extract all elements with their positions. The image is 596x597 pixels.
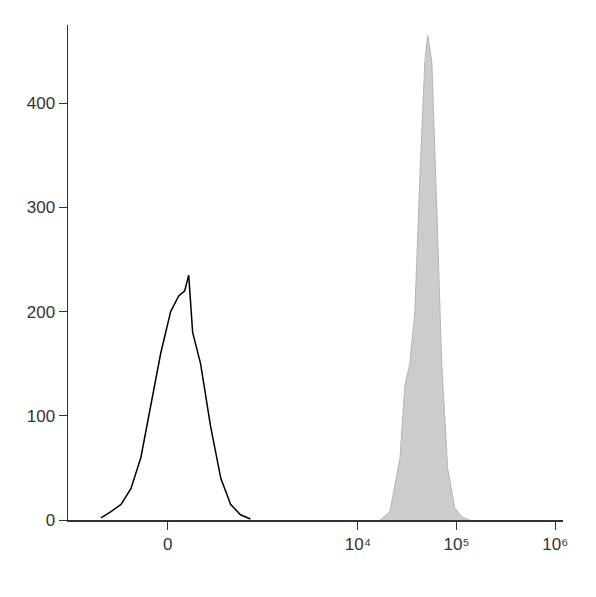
svg-text:0: 0 [163,535,172,554]
svg-text:200: 200 [27,303,55,322]
svg-text:10⁶: 10⁶ [542,535,568,554]
svg-text:0: 0 [46,511,55,530]
svg-text:10⁴: 10⁴ [345,535,371,554]
svg-text:400: 400 [27,94,55,113]
svg-text:10⁵: 10⁵ [444,535,470,554]
svg-text:300: 300 [27,198,55,217]
svg-text:100: 100 [27,407,55,426]
